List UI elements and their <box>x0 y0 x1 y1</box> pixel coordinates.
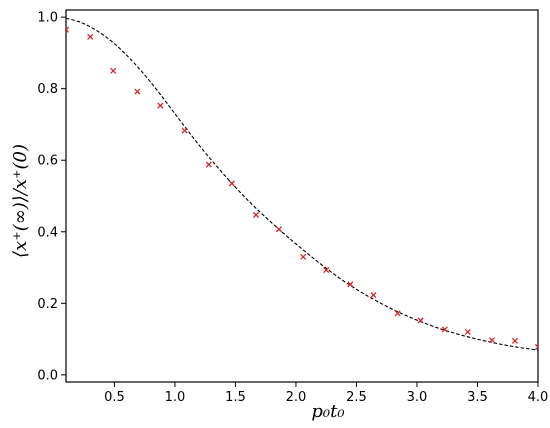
data-point <box>87 33 94 40</box>
data-point <box>275 226 283 233</box>
y-axis-label: ⟨x⁺(∞)⟩/x⁺(0) <box>10 144 31 258</box>
data-point <box>488 337 496 344</box>
plot-area: 0.5 1.0 1.5 2.0 2.5 3.0 3.5 4.0 0.0 0.2 0.4 0.6 0.8 1… <box>37 9 549 405</box>
y-tick-label: 0.4 <box>37 225 58 240</box>
data-point <box>323 266 330 274</box>
data-point <box>157 102 164 109</box>
y-tick-label: 0.2 <box>37 297 58 312</box>
y-tick-label: 0.6 <box>37 154 58 169</box>
data-point <box>347 281 354 288</box>
data-point <box>228 180 235 187</box>
data-point <box>110 67 117 74</box>
x-tick-label: 0.5 <box>104 390 125 405</box>
data-point <box>441 326 448 333</box>
x-tick-label: 3.0 <box>407 390 428 405</box>
plot-frame <box>65 9 539 383</box>
x-tick-label: 2.5 <box>346 390 367 405</box>
data-point <box>300 253 307 260</box>
data-point <box>394 310 401 317</box>
data-point <box>205 161 212 168</box>
y-tick-label: 1.0 <box>37 11 58 26</box>
x-axis-label: p₀t₀ <box>311 401 344 422</box>
x-tick-label: 1.5 <box>225 390 246 405</box>
data-point <box>534 343 538 351</box>
data-point <box>252 211 260 219</box>
theory-curve <box>66 17 538 351</box>
data-point <box>134 88 141 95</box>
y-tick-label: 0.8 <box>37 82 58 97</box>
data-point <box>464 328 471 335</box>
data-point <box>370 292 377 299</box>
y-tick-label: 0.0 <box>37 368 58 383</box>
data-point <box>66 26 70 33</box>
x-tick-label: 3.5 <box>467 390 488 405</box>
x-tick-label: 1.0 <box>165 390 186 405</box>
x-tick-label: 2.0 <box>286 390 307 405</box>
data-point <box>417 317 424 324</box>
data-point <box>181 127 188 134</box>
x-tick-label: 4.0 <box>528 390 549 405</box>
data-point <box>511 337 519 344</box>
